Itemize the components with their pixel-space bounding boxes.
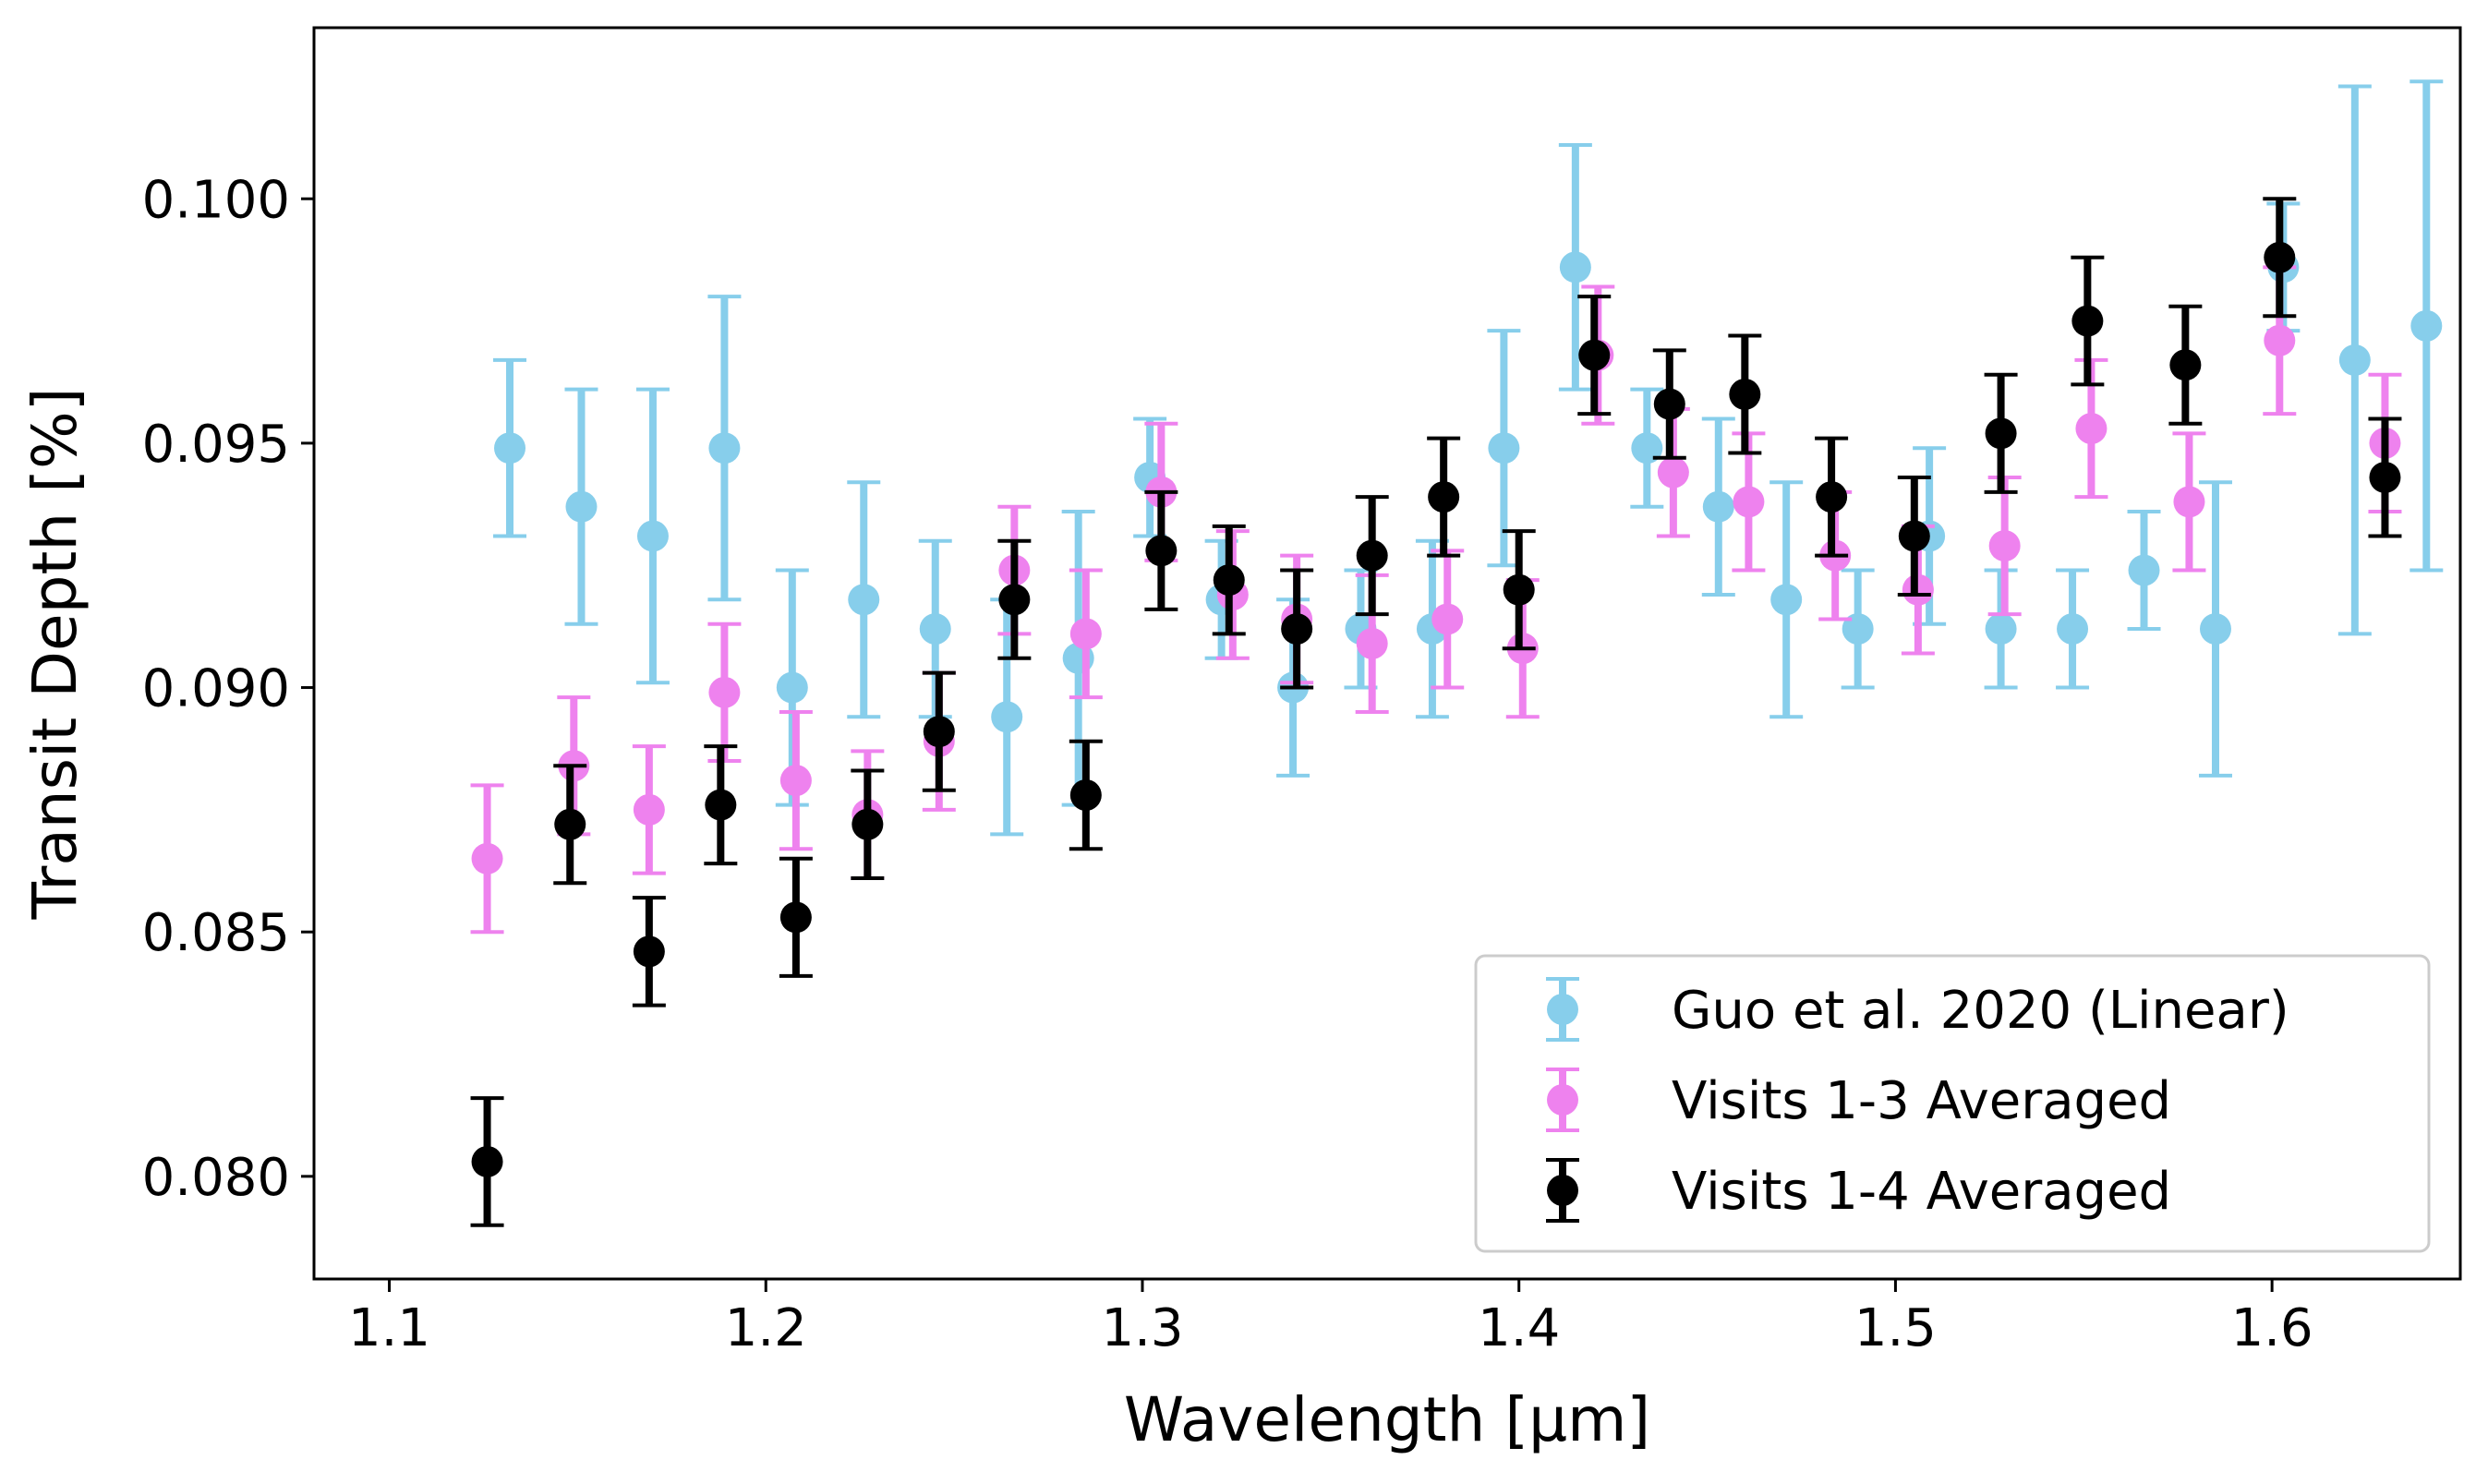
data-point xyxy=(1213,564,1245,597)
data-point xyxy=(1733,486,1765,518)
data-point xyxy=(636,520,669,552)
legend-entry: Visits 1-3 Averaged xyxy=(1546,1068,2171,1132)
data-point xyxy=(776,671,808,704)
data-point xyxy=(1657,456,1689,489)
y-tick-label: 0.080 xyxy=(142,1148,290,1208)
data-point xyxy=(2410,309,2443,342)
data-point xyxy=(494,432,526,465)
y-tick-label: 0.100 xyxy=(142,170,290,230)
data-point xyxy=(779,901,812,934)
data-point xyxy=(2071,305,2104,337)
x-tick-label: 1.3 xyxy=(1101,1298,1183,1358)
data-point xyxy=(2128,554,2160,586)
x-tick-label: 1.5 xyxy=(1854,1298,1937,1358)
legend-marker xyxy=(1547,994,1578,1025)
legend-label: Visits 1-4 Averaged xyxy=(1672,1162,2171,1222)
x-axis: 1.1 1.2 1.3 1.4 1.5 1.6 xyxy=(348,1279,2313,1358)
data-point xyxy=(1503,573,1535,606)
data-point xyxy=(1653,388,1685,420)
data-point xyxy=(919,613,951,645)
data-point xyxy=(991,701,1023,733)
data-point xyxy=(2338,344,2371,376)
data-point xyxy=(1145,535,1178,567)
data-point xyxy=(708,676,741,708)
x-tick-label: 1.4 xyxy=(1478,1298,1560,1358)
data-point xyxy=(2075,413,2108,445)
data-point xyxy=(1902,573,1934,606)
data-point xyxy=(1069,618,1102,650)
data-point xyxy=(1816,481,1848,513)
data-point xyxy=(1985,613,2017,645)
data-point xyxy=(998,584,1031,616)
data-point xyxy=(471,842,503,875)
data-point xyxy=(633,935,665,968)
y-tick-label: 0.090 xyxy=(142,659,290,719)
legend-entry: Guo et al. 2020 (Linear) xyxy=(1546,977,2289,1042)
data-point xyxy=(1069,778,1102,811)
data-point xyxy=(565,490,598,523)
data-point xyxy=(2264,324,2296,356)
data-point xyxy=(1729,378,1761,410)
data-point xyxy=(1988,530,2021,562)
data-point xyxy=(1770,584,1803,616)
x-tick-label: 1.6 xyxy=(2231,1298,2313,1358)
data-point xyxy=(1356,627,1388,659)
data-point xyxy=(1578,339,1611,371)
y-axis: 0.080 0.085 0.090 0.095 0.100 xyxy=(142,170,314,1208)
data-point xyxy=(708,432,741,465)
data-point xyxy=(1702,490,1734,523)
data-point xyxy=(705,789,737,821)
data-point xyxy=(2369,461,2401,493)
legend-box xyxy=(1474,954,2431,1253)
data-point xyxy=(471,1145,503,1177)
data-point xyxy=(1488,432,1520,465)
data-point xyxy=(2264,241,2296,273)
data-point xyxy=(1281,613,1313,645)
legend: Guo et al. 2020 (Linear) Visits 1-3 Avera… xyxy=(1474,954,2431,1253)
data-point xyxy=(1898,520,1930,552)
data-point xyxy=(779,765,812,797)
data-point xyxy=(923,716,955,748)
data-point xyxy=(848,584,880,616)
legend-marker xyxy=(1547,1084,1578,1116)
x-tick-label: 1.1 xyxy=(348,1298,430,1358)
data-point xyxy=(2057,613,2089,645)
data-point xyxy=(1842,613,1874,645)
y-tick-label: 0.095 xyxy=(142,415,290,475)
legend-label: Visits 1-3 Averaged xyxy=(1672,1071,2171,1131)
series-3 xyxy=(470,197,2402,1227)
data-point xyxy=(1431,603,1464,635)
data-point xyxy=(633,793,665,826)
data-point xyxy=(1559,251,1591,284)
data-point xyxy=(2173,486,2205,518)
data-point xyxy=(1428,481,1460,513)
data-point xyxy=(554,808,586,840)
data-point xyxy=(1985,417,2017,450)
legend-marker xyxy=(1547,1175,1578,1206)
x-axis-label: Wavelength [μm] xyxy=(1124,1384,1650,1455)
data-point xyxy=(2199,613,2231,645)
data-point xyxy=(2169,349,2202,381)
data-point xyxy=(1631,432,1663,465)
legend-label: Guo et al. 2020 (Linear) xyxy=(1672,981,2289,1041)
legend-entry: Visits 1-4 Averaged xyxy=(1546,1158,2171,1223)
plot-frame xyxy=(312,26,2462,1281)
x-tick-label: 1.2 xyxy=(725,1298,807,1358)
y-axis-label: Transit Depth [%] xyxy=(19,388,91,921)
y-tick-label: 0.085 xyxy=(142,903,290,963)
plot-series xyxy=(470,79,2444,1227)
data-point xyxy=(851,808,884,840)
data-point xyxy=(1356,539,1388,572)
